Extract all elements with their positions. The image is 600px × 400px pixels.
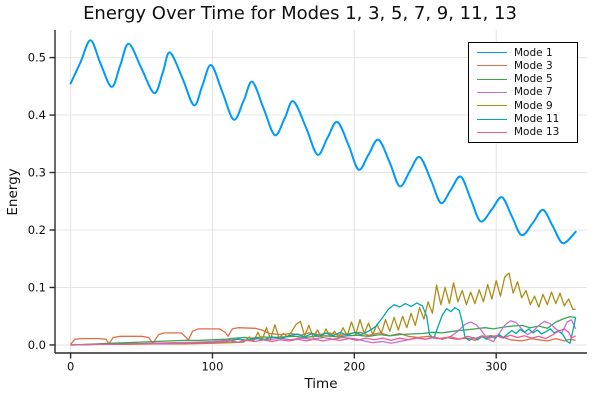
legend-item-mode-3: Mode 3 <box>477 60 571 72</box>
legend-line-icon <box>477 65 507 67</box>
y-tick-label: 0.2 <box>28 223 46 237</box>
legend-label: Mode 11 <box>514 113 560 126</box>
series-mode-9 <box>70 272 576 346</box>
y-tick-label: 0.3 <box>28 166 46 180</box>
legend-label: Mode 1 <box>514 46 553 59</box>
legend-line-icon <box>477 91 507 93</box>
y-tick-label: 0.5 <box>28 51 46 65</box>
series-mode-13 <box>70 328 577 346</box>
series-mode-1 <box>69 39 577 245</box>
legend-line-icon <box>477 52 507 54</box>
legend-item-mode-1: Mode 1 <box>477 47 571 59</box>
y-axis-label: Energy <box>5 168 21 216</box>
legend-line-icon <box>477 105 507 107</box>
x-tick-label: 300 <box>485 360 507 374</box>
legend-item-mode-13: Mode 13 <box>477 126 571 138</box>
legend-item-mode-11: Mode 11 <box>477 113 571 125</box>
series-mode-5 <box>70 316 576 346</box>
legend-item-mode-5: Mode 5 <box>477 73 571 85</box>
legend-item-mode-9: Mode 9 <box>477 100 571 112</box>
y-tick-label: 0.4 <box>28 108 46 122</box>
legend: Mode 1 Mode 3 Mode 5 Mode 7 Mode 9 Mode … <box>468 42 578 143</box>
legend-line-icon <box>477 118 507 120</box>
legend-label: Mode 13 <box>514 126 560 139</box>
legend-line-icon <box>477 78 507 80</box>
legend-item-mode-7: Mode 7 <box>477 86 571 98</box>
y-tick-label: 0.1 <box>28 280 46 294</box>
legend-label: Mode 9 <box>514 99 553 112</box>
legend-label: Mode 3 <box>514 59 553 72</box>
legend-label: Mode 7 <box>514 86 553 99</box>
x-axis-label: Time <box>304 376 338 392</box>
chart-title: Energy Over Time for Modes 1, 3, 5, 7, 9… <box>83 3 517 24</box>
series-mode-11 <box>70 302 577 346</box>
x-tick-label: 0 <box>67 360 74 374</box>
legend-line-icon <box>477 131 507 133</box>
x-tick-label: 200 <box>343 360 365 374</box>
legend-label: Mode 5 <box>514 73 553 86</box>
x-tick-label: 100 <box>201 360 223 374</box>
y-tick-label: 0.0 <box>28 338 46 352</box>
